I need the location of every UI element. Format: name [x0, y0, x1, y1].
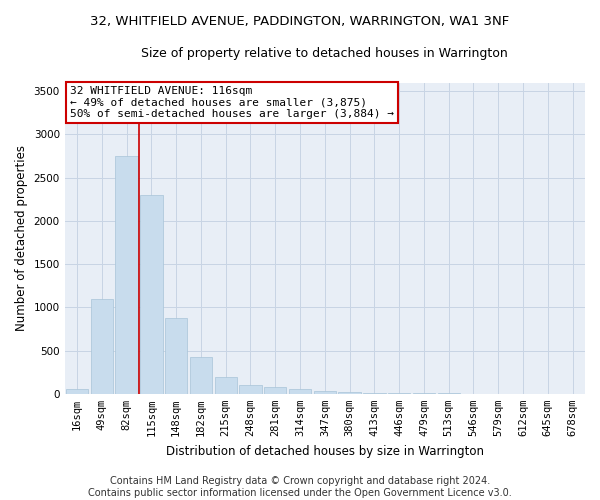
Bar — [239, 384, 262, 394]
Text: 32, WHITFIELD AVENUE, PADDINGTON, WARRINGTON, WA1 3NF: 32, WHITFIELD AVENUE, PADDINGTON, WARRIN… — [91, 15, 509, 28]
Bar — [338, 392, 361, 394]
Bar — [388, 393, 410, 394]
Title: Size of property relative to detached houses in Warrington: Size of property relative to detached ho… — [142, 48, 508, 60]
Bar — [314, 391, 336, 394]
Text: Contains HM Land Registry data © Crown copyright and database right 2024.
Contai: Contains HM Land Registry data © Crown c… — [88, 476, 512, 498]
Text: 32 WHITFIELD AVENUE: 116sqm
← 49% of detached houses are smaller (3,875)
50% of : 32 WHITFIELD AVENUE: 116sqm ← 49% of det… — [70, 86, 394, 119]
Bar — [215, 376, 237, 394]
Bar — [91, 298, 113, 394]
X-axis label: Distribution of detached houses by size in Warrington: Distribution of detached houses by size … — [166, 444, 484, 458]
Bar — [363, 392, 386, 394]
Bar — [165, 318, 187, 394]
Bar — [289, 389, 311, 394]
Bar — [413, 393, 435, 394]
Bar — [264, 387, 286, 394]
Bar — [140, 195, 163, 394]
Bar — [190, 358, 212, 394]
Y-axis label: Number of detached properties: Number of detached properties — [15, 145, 28, 331]
Bar — [115, 156, 138, 394]
Bar — [66, 390, 88, 394]
